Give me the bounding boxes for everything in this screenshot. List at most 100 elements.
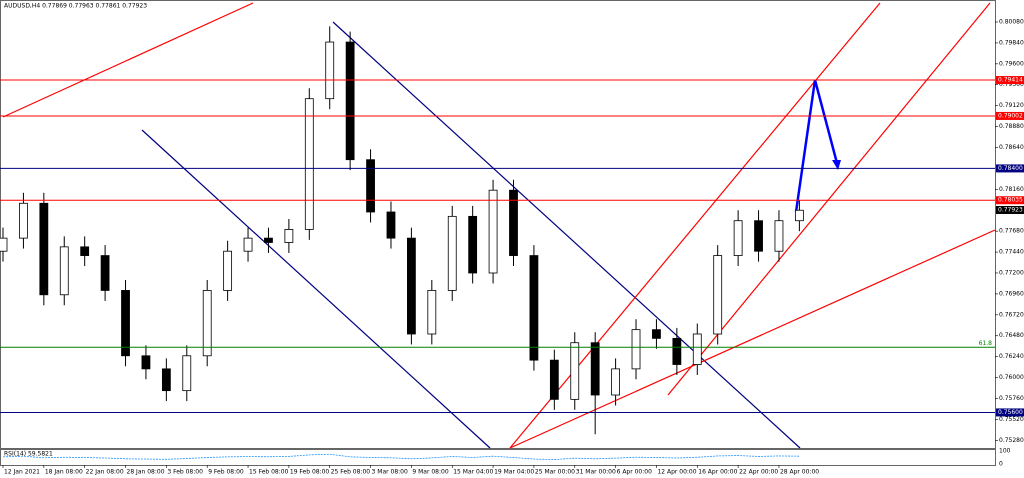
- price-level-label: 0.78035: [998, 197, 1023, 204]
- candle-body: [80, 246, 90, 256]
- y-tick-label: 0.76480: [999, 332, 1024, 339]
- candle-body: [447, 215, 457, 291]
- channel-line: [332, 21, 801, 449]
- candle-body: [692, 333, 702, 365]
- price-level-tag: [996, 196, 1024, 205]
- candle-body: [406, 237, 416, 335]
- candle-body: [488, 189, 498, 274]
- rsi-frame: [0, 449, 996, 466]
- price-level-tag: [996, 408, 1024, 417]
- candle-body: [284, 229, 294, 243]
- y-tick-label: 0.77680: [999, 228, 1024, 235]
- candle-body: [19, 202, 28, 239]
- candle-body: [243, 237, 253, 252]
- rsi-line: [2, 453, 800, 460]
- candle-body: [386, 211, 396, 239]
- x-tick-label: 25 Mar 00:00: [535, 469, 575, 476]
- x-tick-label: 6 Apr 00:00: [617, 469, 652, 476]
- y-tick-label: 0.76960: [999, 290, 1024, 297]
- candle-body: [774, 220, 784, 252]
- price-level-tag: [996, 164, 1024, 173]
- candle-body: [672, 337, 682, 365]
- x-tick-label: 22 Jan 08:00: [86, 469, 124, 476]
- x-tick-label: 9 Feb 08:00: [208, 469, 244, 476]
- candle-body: [509, 189, 518, 256]
- rsi-tick-label: 100: [999, 448, 1011, 455]
- y-tick-label: 0.75280: [999, 437, 1024, 444]
- x-tick-label: 15 Mar 04:00: [453, 469, 493, 476]
- candle-body: [570, 342, 580, 400]
- candle-body: [366, 159, 375, 213]
- x-tick-label: 31 Mar 00:00: [576, 469, 616, 476]
- trend-line: [2, 2, 254, 118]
- y-tick-label: 0.79600: [999, 60, 1024, 67]
- y-tick-label: 0.77440: [999, 249, 1024, 256]
- y-tick-label: 0.78640: [999, 144, 1024, 151]
- x-tick-label: 28 Apr 00:00: [780, 469, 819, 476]
- y-tick-label: 0.79120: [999, 102, 1024, 109]
- candle-body: [264, 237, 273, 243]
- candle-body: [325, 41, 335, 100]
- candle-body: [529, 255, 539, 361]
- y-tick-label: 0.75520: [999, 416, 1024, 423]
- y-tick-label: 0.76240: [999, 353, 1024, 360]
- x-tick-label: 16 Apr 00:00: [698, 469, 737, 476]
- candle-body: [121, 290, 130, 357]
- candle-body: [611, 368, 620, 396]
- candle-body: [713, 255, 723, 335]
- rsi-title: RSI(14) 59.5821: [4, 451, 53, 458]
- candle-body: [590, 342, 600, 396]
- price-level-tag: [996, 76, 1024, 85]
- candle-body: [794, 209, 804, 222]
- candle-body: [202, 290, 212, 357]
- candle-body: [59, 246, 69, 296]
- candle-body: [754, 220, 763, 252]
- x-tick-label: 3 Mar 08:00: [372, 469, 408, 476]
- price-level-label: 0.79414: [998, 77, 1023, 84]
- plot-frame: [0, 0, 996, 449]
- x-tick-label: 12 Jan 2021: [4, 469, 40, 476]
- candle-body: [141, 355, 151, 370]
- candle-body: [223, 250, 233, 291]
- y-tick-label: 0.76720: [999, 311, 1024, 318]
- x-tick-label: 25 Feb 08:00: [331, 469, 371, 476]
- x-tick-label: 18 Jan 08:00: [45, 469, 83, 476]
- rsi-tick-label: 0: [999, 461, 1003, 468]
- chart-title: AUDUSD,H4 0.77869 0.77963 0.77861 0.7792…: [4, 3, 147, 10]
- candle-body: [182, 355, 192, 392]
- candle-body: [304, 98, 314, 230]
- current-price-label: 0.77923: [998, 206, 1023, 213]
- x-tick-label: 12 Apr 00:00: [657, 469, 696, 476]
- trend-line: [509, 229, 996, 449]
- candle-body: [39, 202, 49, 296]
- x-tick-label: 15 Feb 08:00: [249, 469, 289, 476]
- candle-body: [468, 215, 478, 274]
- price-level-tag: [996, 111, 1024, 120]
- x-tick-label: 28 Jan 08:00: [127, 469, 165, 476]
- y-tick-label: 0.75760: [999, 395, 1024, 402]
- candle-body: [733, 220, 743, 256]
- y-tick-label: 0.78160: [999, 186, 1024, 193]
- candle-body: [0, 237, 8, 252]
- x-tick-label: 3 Feb 08:00: [167, 469, 203, 476]
- y-tick-label: 0.77200: [999, 269, 1024, 276]
- current-price-tag: [996, 205, 1024, 214]
- y-tick-label: 0.79360: [999, 81, 1024, 88]
- price-level-label: 0.75600: [998, 409, 1023, 416]
- candle-body: [345, 41, 355, 161]
- candle-body: [652, 329, 661, 339]
- price-level-label: 0.78400: [998, 165, 1023, 172]
- x-tick-label: 9 Mar 08:00: [412, 469, 448, 476]
- candle-body: [427, 290, 437, 335]
- x-tick-label: 19 Feb 08:00: [290, 469, 330, 476]
- candle-body: [161, 368, 171, 392]
- candle-body: [631, 329, 641, 370]
- price-level-label: 0.79002: [998, 112, 1023, 119]
- fib-level-label: 61.8: [979, 340, 993, 347]
- y-tick-label: 0.80080: [999, 18, 1024, 25]
- x-tick-label: 22 Apr 00:00: [739, 469, 778, 476]
- y-tick-label: 0.76000: [999, 374, 1024, 381]
- candle-body: [549, 359, 559, 400]
